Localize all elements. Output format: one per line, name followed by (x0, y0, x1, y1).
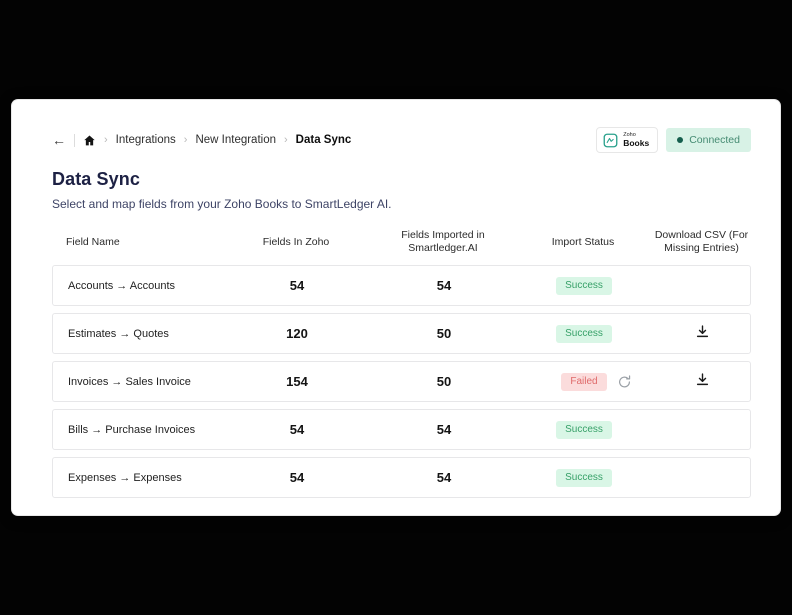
import-status-cell: Success (515, 468, 653, 487)
import-status-cell: Success (515, 324, 653, 343)
chevron-right-icon: › (104, 134, 108, 146)
back-arrow-icon[interactable]: ← (52, 132, 66, 148)
fields-imported-count: 50 (436, 326, 452, 342)
zoho-label-top: Zoho (623, 132, 636, 138)
field-mapping-label: Bills → Purchase Invoices (68, 423, 196, 436)
zoho-books-label: Zoho Books (623, 132, 650, 148)
table-row: Estimates → Quotes 120 50 Success (52, 313, 752, 355)
download-csv-cell (653, 372, 752, 392)
import-status-cell: Failed (515, 372, 653, 391)
fields-imported-count: 54 (436, 470, 452, 486)
fields-imported-count: 50 (436, 374, 452, 390)
field-mapping-label: Accounts → Accounts (68, 279, 175, 292)
import-status-cell: Success (515, 276, 653, 295)
column-header-fields-imported: Fields Imported in Smartledger.AI (401, 229, 485, 255)
status-dot-icon (677, 137, 684, 143)
table-row: Expenses → Expenses 54 54 Success (52, 457, 751, 499)
fields-imported-count: 54 (436, 278, 452, 294)
page-subtitle: Select and map fields from your Zoho Boo… (52, 197, 392, 211)
status-badge: Success (556, 468, 612, 487)
connection-status-badge: Connected (666, 128, 751, 152)
table-header-row: Field Name Fields In Zoho Fields Importe… (52, 229, 751, 255)
zoho-books-icon (603, 133, 618, 147)
fields-in-zoho-count: 54 (289, 278, 305, 294)
connection-status-label: Connected (689, 134, 740, 146)
column-header-field-name: Field Name (66, 235, 120, 248)
chevron-right-icon: › (284, 134, 288, 146)
table-row: Bills → Purchase Invoices 54 54 Success (52, 409, 751, 451)
status-badge: Success (556, 276, 612, 295)
download-csv-icon[interactable] (695, 372, 710, 387)
fields-in-zoho-count: 120 (286, 326, 308, 342)
status-badge: Success (556, 420, 612, 439)
chevron-right-icon: › (183, 134, 188, 146)
fields-in-zoho-count: 54 (289, 470, 305, 486)
breadcrumb-divider (74, 133, 75, 147)
field-mapping-table: Field Name Fields In Zoho Fields Importe… (52, 229, 752, 499)
table-body: Accounts → Accounts 54 54 Success Estimates … (52, 265, 752, 499)
field-mapping-label: Expenses → Expenses (68, 471, 182, 484)
breadcrumb-item-integrations[interactable]: Integrations (115, 134, 176, 146)
fields-in-zoho-count: 54 (289, 422, 305, 438)
zoho-label-bottom: Books (623, 137, 650, 148)
breadcrumb-item-data-sync: Data Sync (295, 134, 352, 146)
card-content: ← › Integrations › New Integration › Dat… (12, 100, 780, 515)
zoho-books-badge: Zoho Books (596, 127, 659, 153)
import-status-cell: Success (515, 420, 653, 439)
table-row: Accounts → Accounts 54 54 Success (52, 265, 751, 307)
app-window: ← › Integrations › New Integration › Dat… (12, 100, 780, 515)
home-icon[interactable] (83, 134, 96, 147)
page-title: Data Sync (52, 169, 140, 189)
fields-in-zoho-count: 154 (286, 374, 308, 390)
column-header-fields-in-zoho: Fields In Zoho (262, 235, 330, 248)
fields-imported-count: 54 (436, 422, 452, 438)
top-bar: ← › Integrations › New Integration › Dat… (52, 127, 751, 153)
field-mapping-label: Estimates → Quotes (68, 327, 169, 340)
download-csv-icon[interactable] (695, 324, 710, 339)
connection-area: Zoho Books Connected (596, 127, 751, 153)
retry-sync-icon[interactable] (617, 374, 632, 389)
field-mapping-label: Invoices → Sales Invoice (68, 375, 191, 388)
download-csv-cell (653, 324, 752, 344)
status-badge: Failed (561, 372, 607, 391)
column-header-download-csv: Download CSV (For Missing Entries) (654, 229, 749, 255)
status-badge: Success (556, 324, 612, 343)
breadcrumb: ← › Integrations › New Integration › Dat… (52, 133, 351, 147)
column-header-import-status: Import Status (551, 235, 615, 248)
table-row: Invoices → Sales Invoice 154 50 Failed (52, 361, 752, 403)
breadcrumb-item-new-integration[interactable]: New Integration (195, 134, 276, 146)
